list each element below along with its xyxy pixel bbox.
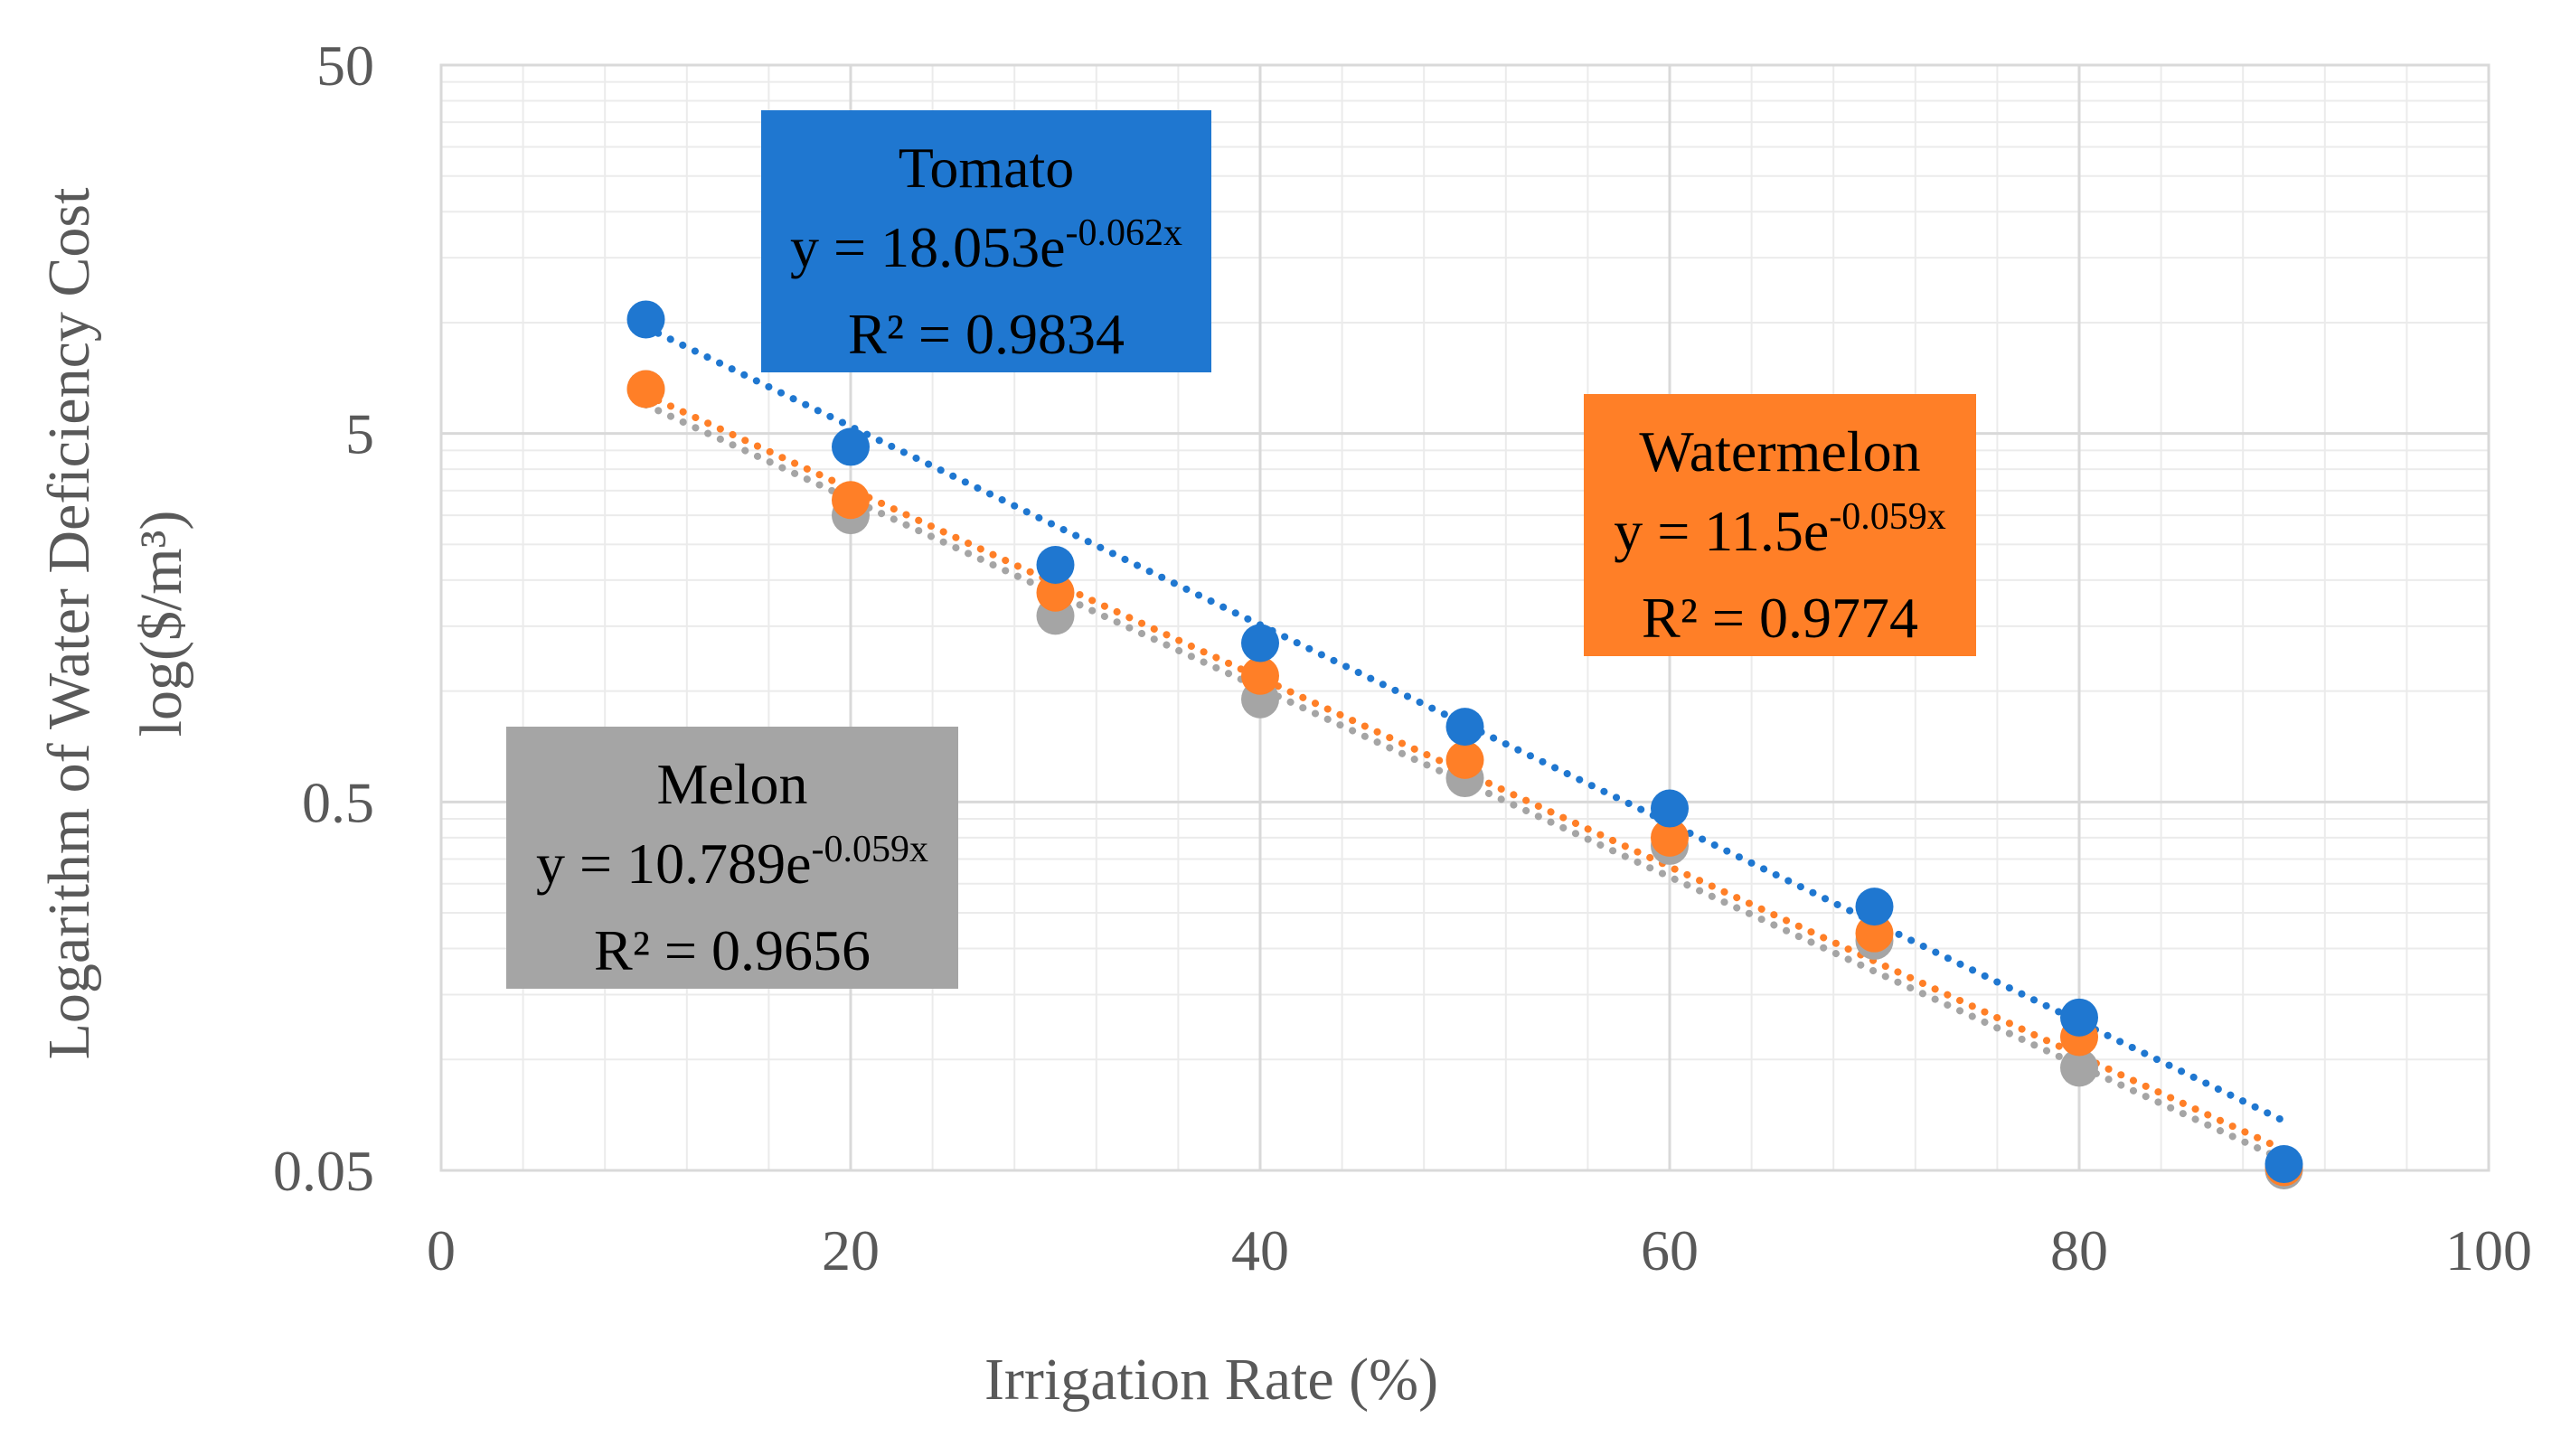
melon-equation: y = 10.789e-0.059x <box>536 829 928 896</box>
tomato-label: Tomato <box>898 136 1075 200</box>
major-gridlines <box>441 65 2489 1172</box>
y-tick-label: 0.5 <box>302 770 374 834</box>
point-tomato <box>1445 708 1484 747</box>
x-tick-label: 60 <box>1641 1218 1699 1282</box>
point-melon <box>2060 1048 2098 1087</box>
melon-r2: R² = 0.9656 <box>594 918 871 982</box>
y-axis-title-line2: log($/m³) <box>128 511 194 737</box>
plot-area-border <box>439 63 2490 1172</box>
watermelon-label: Watermelon <box>1639 419 1921 484</box>
y-tick-label: 5 <box>345 402 374 466</box>
watermelon-equation-box: Watermelon y = 11.5e-0.059x R² = 0.9774 <box>1584 394 1976 656</box>
point-tomato <box>1651 789 1689 828</box>
point-tomato <box>2264 1145 2303 1184</box>
tomato-equation: y = 18.053e-0.062x <box>790 212 1182 279</box>
point-watermelon <box>1855 914 1894 953</box>
y-tick-label: 50 <box>316 33 374 98</box>
point-tomato <box>1036 546 1075 585</box>
point-tomato <box>626 300 665 339</box>
minor-gridlines <box>441 65 2489 1170</box>
point-watermelon <box>626 370 665 409</box>
point-watermelon <box>1241 656 1279 695</box>
x-tick-label: 0 <box>427 1218 456 1282</box>
point-tomato <box>1241 624 1279 662</box>
data-points <box>626 300 2303 1189</box>
point-tomato <box>2060 998 2098 1037</box>
x-tick-label: 100 <box>2445 1218 2532 1282</box>
point-watermelon <box>1651 818 1689 857</box>
melon-label: Melon <box>656 752 808 816</box>
x-tick-label: 40 <box>1231 1218 1289 1282</box>
x-tick-label: 80 <box>2050 1218 2108 1282</box>
trendline-tomato <box>642 324 2288 1125</box>
watermelon-equation: y = 11.5e-0.059x <box>1614 496 1946 563</box>
melon-equation-box: Melon y = 10.789e-0.059x R² = 0.9656 <box>506 727 958 989</box>
point-watermelon <box>1036 573 1075 612</box>
point-watermelon <box>1445 740 1484 779</box>
watermelon-r2: R² = 0.9774 <box>1642 586 1918 650</box>
point-watermelon <box>832 481 870 520</box>
x-tick-label: 20 <box>822 1218 880 1282</box>
x-axis-ticks: 0 20 40 60 80 100 <box>427 1218 2532 1282</box>
y-axis-title-line1: Logarithm of Water Deficiency Cost <box>36 188 102 1060</box>
tomato-r2: R² = 0.9834 <box>848 302 1125 366</box>
y-axis-ticks: 50 5 0.5 0.05 <box>273 33 374 1203</box>
x-axis-title: Irrigation Rate (%) <box>984 1347 1438 1413</box>
point-tomato <box>832 427 870 466</box>
point-tomato <box>1855 888 1894 926</box>
tomato-equation-box: Tomato y = 18.053e-0.062x R² = 0.9834 <box>761 110 1211 372</box>
y-tick-label: 0.05 <box>273 1139 374 1203</box>
